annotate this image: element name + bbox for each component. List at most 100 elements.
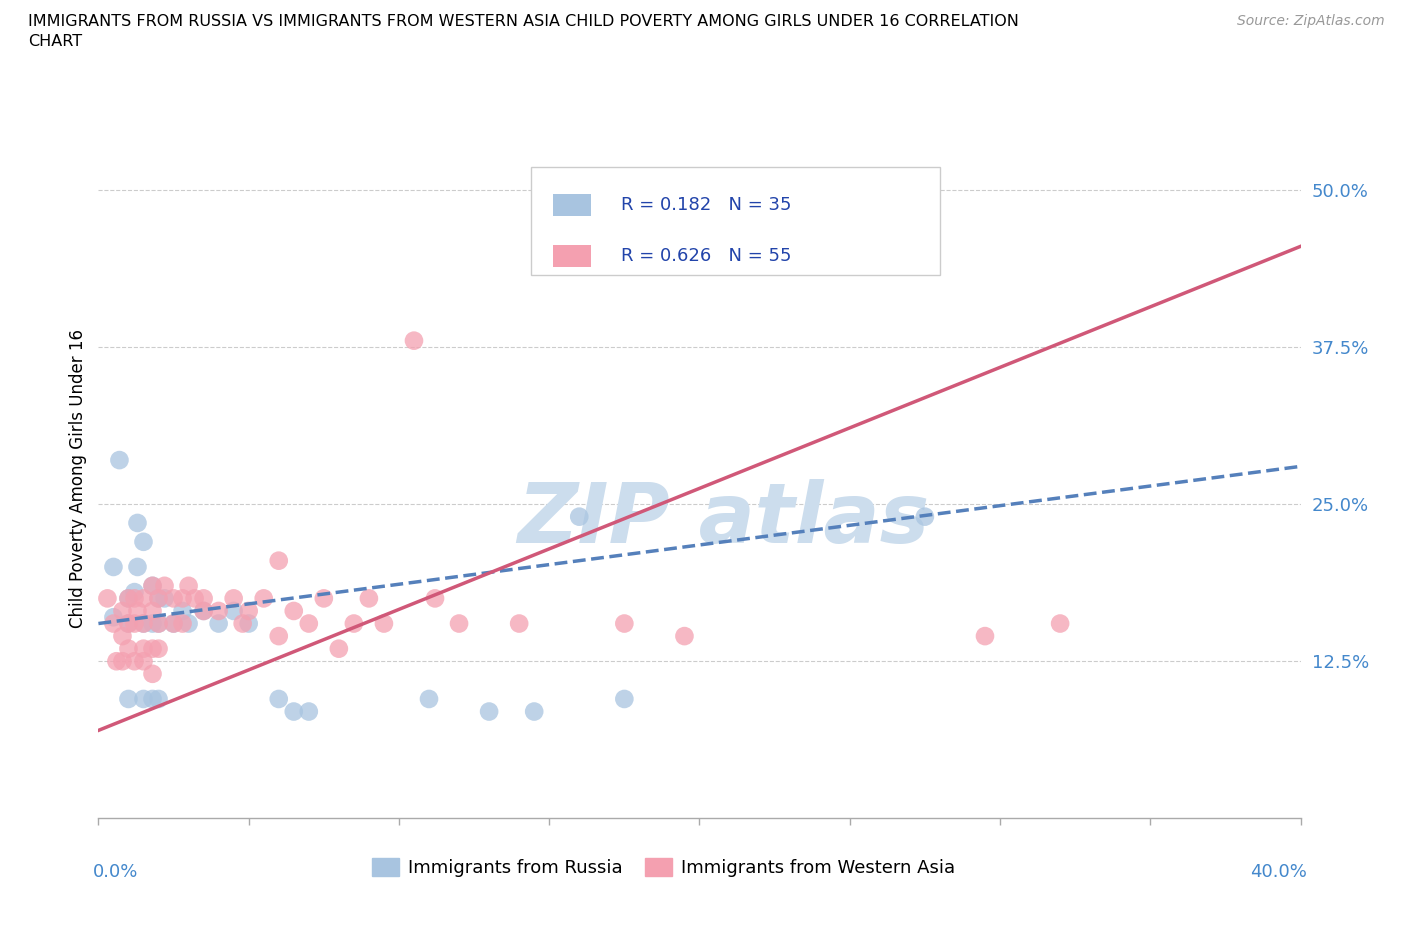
Point <box>267 629 290 644</box>
Point <box>312 591 335 605</box>
Text: IMMIGRANTS FROM RUSSIA VS IMMIGRANTS FROM WESTERN ASIA CHILD POVERTY AMONG GIRLS: IMMIGRANTS FROM RUSSIA VS IMMIGRANTS FRO… <box>28 14 1019 48</box>
Point <box>141 642 163 657</box>
Point <box>673 629 696 644</box>
Point <box>298 704 321 719</box>
Text: 40.0%: 40.0% <box>1250 862 1306 881</box>
Point <box>124 616 146 631</box>
Point <box>183 591 205 605</box>
Point <box>343 616 366 631</box>
Point <box>193 604 215 618</box>
Point <box>153 578 176 593</box>
Point <box>103 616 125 631</box>
Point <box>177 578 200 593</box>
Point <box>132 642 155 657</box>
Point <box>148 642 170 657</box>
Point <box>238 616 260 631</box>
Legend: Immigrants from Russia, Immigrants from Western Asia: Immigrants from Russia, Immigrants from … <box>373 857 955 877</box>
Point <box>141 692 163 707</box>
Point <box>357 591 380 605</box>
Point <box>111 654 134 669</box>
Point <box>914 510 936 525</box>
Text: 0.0%: 0.0% <box>93 862 138 881</box>
Point <box>141 616 163 631</box>
Point <box>111 604 134 618</box>
Point <box>172 591 194 605</box>
Point <box>108 453 131 468</box>
Point <box>132 654 155 669</box>
Point <box>148 692 170 707</box>
Point <box>117 642 139 657</box>
Point <box>148 616 170 631</box>
Point <box>153 591 176 605</box>
Point <box>141 667 163 682</box>
Point <box>172 604 194 618</box>
Point <box>283 604 305 618</box>
Point <box>613 692 636 707</box>
Point <box>478 704 501 719</box>
Point <box>523 704 546 719</box>
Point <box>117 591 139 605</box>
Point <box>222 604 245 618</box>
Point <box>141 578 163 593</box>
Point <box>148 591 170 605</box>
Point <box>127 515 149 530</box>
Point <box>96 591 118 605</box>
Point <box>124 591 146 605</box>
Point <box>1049 616 1071 631</box>
Point <box>613 616 636 631</box>
Point <box>111 629 134 644</box>
Point <box>132 535 155 550</box>
Point <box>124 654 146 669</box>
Point <box>105 654 128 669</box>
Point <box>132 616 155 631</box>
Point <box>117 616 139 631</box>
Point <box>208 604 231 618</box>
Point <box>148 591 170 605</box>
Point <box>328 642 350 657</box>
Point <box>267 553 290 568</box>
Point <box>373 616 395 631</box>
Text: Source: ZipAtlas.com: Source: ZipAtlas.com <box>1237 14 1385 28</box>
Point <box>132 692 155 707</box>
Point <box>232 616 254 631</box>
Point <box>283 704 305 719</box>
Point <box>117 692 139 707</box>
Point <box>141 604 163 618</box>
Point <box>127 604 149 618</box>
FancyBboxPatch shape <box>553 245 592 267</box>
Point <box>238 604 260 618</box>
Point <box>103 610 125 625</box>
Point <box>208 616 231 631</box>
Point <box>141 578 163 593</box>
FancyBboxPatch shape <box>531 166 939 275</box>
Point <box>172 616 194 631</box>
Point <box>508 616 530 631</box>
Point <box>193 591 215 605</box>
Point <box>103 560 125 575</box>
Point <box>162 591 184 605</box>
Point <box>124 585 146 600</box>
Text: R = 0.626   N = 55: R = 0.626 N = 55 <box>621 246 792 265</box>
Point <box>148 616 170 631</box>
Point <box>132 616 155 631</box>
Point <box>402 333 425 348</box>
Point <box>568 510 591 525</box>
Point <box>162 616 184 631</box>
Point <box>117 616 139 631</box>
Text: ZIP atlas: ZIP atlas <box>517 479 929 560</box>
Point <box>132 591 155 605</box>
Point <box>974 629 997 644</box>
Text: R = 0.182   N = 35: R = 0.182 N = 35 <box>621 195 792 214</box>
Point <box>267 692 290 707</box>
Point <box>423 591 446 605</box>
Point <box>418 692 440 707</box>
Point <box>222 591 245 605</box>
Point <box>162 616 184 631</box>
Point <box>298 616 321 631</box>
FancyBboxPatch shape <box>553 193 592 216</box>
Point <box>193 604 215 618</box>
Y-axis label: Child Poverty Among Girls Under 16: Child Poverty Among Girls Under 16 <box>69 329 87 629</box>
Point <box>447 616 470 631</box>
Point <box>127 560 149 575</box>
Point <box>117 591 139 605</box>
